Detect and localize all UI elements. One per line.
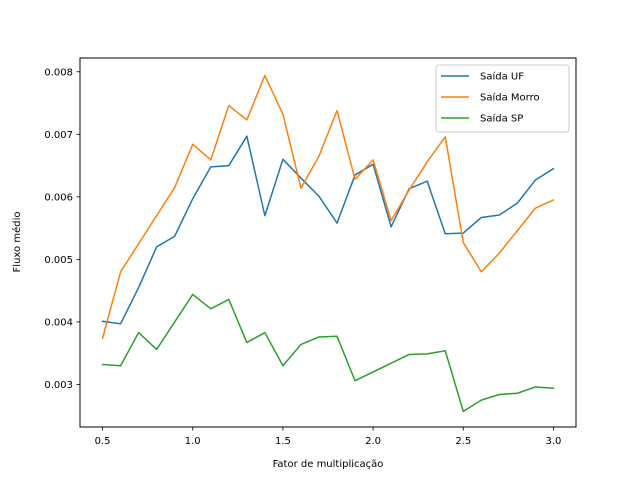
- y-axis-label: Fluxo médio: [11, 212, 23, 273]
- series-layer: [101, 74, 555, 413]
- legend-label-2: Saída Morro: [480, 92, 540, 104]
- x-tick-label: 1.5: [275, 436, 291, 447]
- series-line-3: [101, 293, 555, 413]
- y-tick-label: 0.003: [44, 380, 73, 391]
- legend-label-1: Saída UF: [480, 71, 524, 83]
- x-axis-ticks: 0.5 1.0 1.5 2.0 2.5 3.0: [95, 427, 562, 447]
- y-tick-label: 0.005: [44, 255, 73, 266]
- legend-label-3: Saída SP: [480, 113, 523, 125]
- x-tick-label: 1.0: [185, 436, 201, 447]
- legend-box: [435, 64, 570, 133]
- x-tick-label: 0.5: [95, 436, 111, 447]
- x-tick-label: 2.5: [455, 436, 471, 447]
- legend: Saída UF Saída Morro Saída SP: [435, 64, 570, 133]
- plot-frame: [79, 57, 577, 428]
- x-tick-label: 3.0: [546, 436, 562, 447]
- legend-entries: Saída UF Saída Morro Saída SP: [441, 71, 540, 125]
- y-tick-label: 0.008: [44, 67, 73, 78]
- series-line-2: [101, 74, 555, 340]
- y-tick-label: 0.007: [44, 130, 73, 141]
- x-axis-label: Fator de multiplicação: [273, 459, 384, 470]
- y-axis-ticks: 0.003 0.004 0.005 0.006 0.007 0.008: [44, 67, 80, 391]
- y-tick-label: 0.004: [44, 317, 73, 328]
- y-tick-label: 0.006: [44, 192, 73, 203]
- x-tick-label: 2.0: [365, 436, 381, 447]
- series-line-1: [101, 135, 555, 325]
